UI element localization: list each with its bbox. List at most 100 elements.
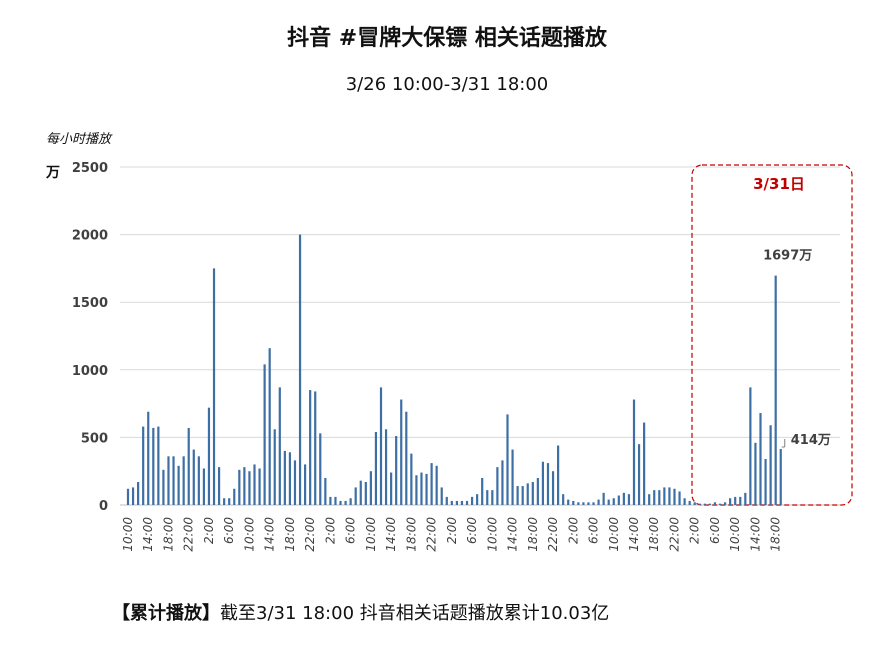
bar (693, 502, 696, 505)
bar (491, 490, 494, 505)
bar (197, 456, 200, 505)
bar (622, 492, 625, 505)
bar (668, 487, 671, 505)
bar (698, 503, 701, 505)
x-tick-label: 2:00 (202, 517, 216, 544)
bar (764, 459, 767, 505)
bar (223, 498, 226, 505)
bar (131, 487, 135, 505)
x-tick-label: 22:00 (182, 517, 196, 552)
bar (683, 498, 686, 505)
bar (658, 490, 661, 505)
bar (749, 387, 752, 505)
y-tick-label: 1500 (72, 296, 108, 311)
bar (521, 486, 524, 505)
bar (450, 500, 453, 505)
y-tick-label: 500 (81, 431, 108, 446)
bar (142, 426, 145, 505)
bar (592, 502, 595, 505)
bar (435, 465, 438, 505)
bar (612, 498, 615, 505)
bar (572, 500, 575, 505)
x-tick-label: 14:00 (627, 517, 641, 552)
bar (470, 496, 474, 505)
bar (329, 496, 332, 505)
bar (582, 502, 585, 505)
x-tick-label: 2:00 (445, 517, 459, 544)
bar (486, 490, 489, 505)
chart-title: 抖音 #冒牌大保镖 相关话题播放 (287, 26, 607, 51)
bar (344, 500, 347, 505)
x-tick-label: 6:00 (222, 517, 236, 544)
footer-summary: 【累计播放】截至3/31 18:00 抖音相关话题播放累计10.03亿 (112, 599, 609, 625)
bar (562, 494, 565, 505)
bar (531, 482, 534, 505)
y-tick-label: 0 (99, 499, 108, 514)
bar (602, 492, 605, 505)
bar (258, 468, 261, 505)
footer-bold-label: 【累计播放】 (112, 603, 220, 624)
bar (430, 463, 433, 505)
bar (708, 503, 711, 505)
x-tick-label: 22:00 (425, 517, 439, 552)
bar (744, 492, 747, 505)
bar (248, 471, 251, 505)
bar (283, 450, 286, 505)
bar (617, 495, 620, 505)
x-tick-label: 2:00 (688, 517, 702, 544)
annotation-peak: 1697万 (763, 249, 812, 264)
x-tick-label: 18:00 (161, 517, 175, 552)
x-tick-label: 22:00 (667, 517, 681, 552)
bar (627, 494, 631, 505)
x-tick-label: 14:00 (506, 517, 520, 552)
bar (420, 472, 423, 505)
bar (192, 449, 195, 505)
bar (253, 464, 256, 505)
bar (729, 498, 732, 505)
x-tick-label: 18:00 (283, 517, 297, 552)
bar (546, 463, 550, 505)
x-tick-label: 6:00 (587, 517, 601, 544)
x-tick-label: 22:00 (546, 517, 560, 552)
y-tick-label: 2000 (72, 229, 108, 244)
bar (278, 387, 281, 505)
bar (314, 391, 317, 505)
bar (643, 422, 646, 505)
x-tick-label: 6:00 (465, 517, 479, 544)
bar (713, 502, 717, 505)
bar (288, 452, 292, 505)
bar (172, 456, 175, 505)
bar (551, 471, 555, 505)
x-tick-label: 6:00 (708, 517, 722, 544)
x-tick-label: 6:00 (344, 517, 358, 544)
bar (374, 431, 378, 505)
bar (557, 445, 560, 505)
bar (293, 460, 297, 505)
bar (379, 387, 383, 505)
bar (779, 449, 782, 505)
annotation-last: 414万 (791, 433, 831, 448)
x-tick-label: 10:00 (485, 517, 499, 552)
y-tick-label: 2500 (72, 161, 108, 176)
bar (182, 456, 185, 505)
bar (238, 469, 241, 505)
bar (228, 498, 231, 505)
bar (304, 464, 307, 505)
x-tick-label: 10:00 (607, 517, 621, 552)
bar (511, 449, 514, 505)
bar (152, 427, 155, 505)
bar (405, 411, 408, 505)
bar (167, 456, 170, 505)
bar (319, 433, 322, 505)
bar (648, 494, 651, 505)
bar (309, 390, 312, 505)
x-tick-label: 14:00 (384, 517, 398, 552)
x-tick-label: 2:00 (566, 517, 580, 544)
bar (567, 499, 570, 505)
highlight-label: 3/31日 (753, 175, 805, 193)
bar (663, 487, 666, 505)
bar (481, 477, 484, 505)
bar (465, 500, 469, 505)
x-tick-label: 10:00 (364, 517, 378, 552)
bar (415, 475, 418, 505)
